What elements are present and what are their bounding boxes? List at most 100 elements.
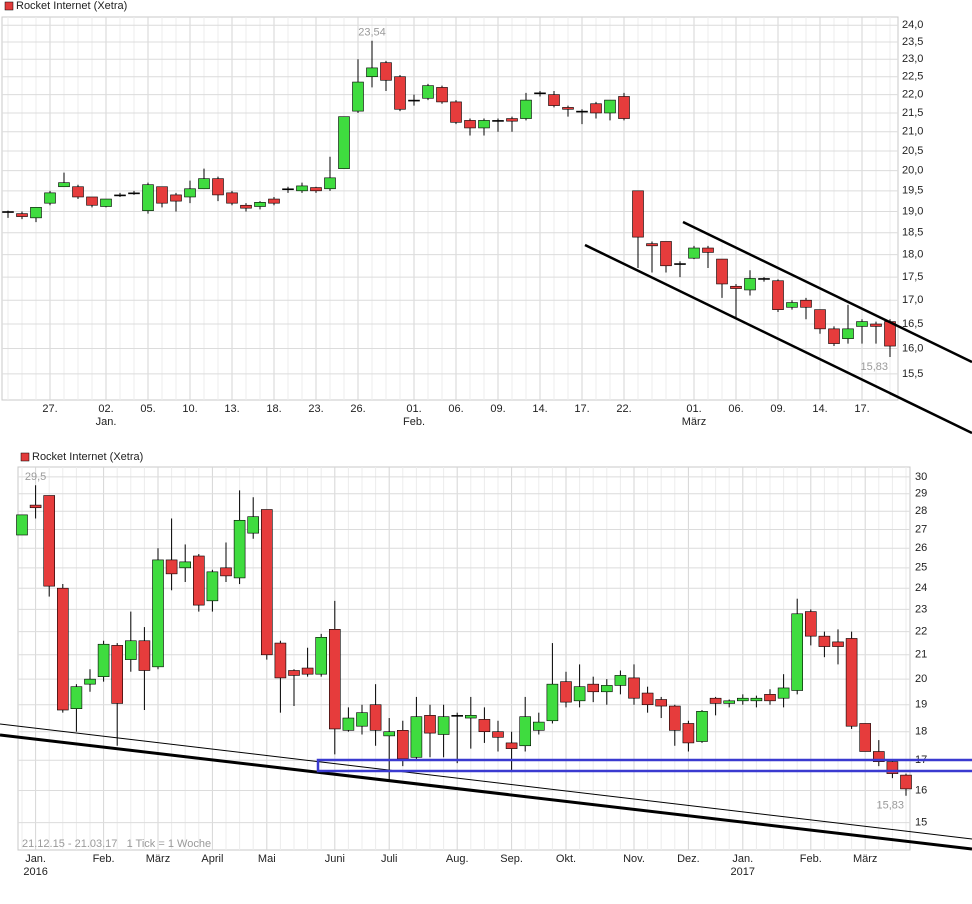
x-tick-label: Aug. (446, 853, 469, 865)
x-tick-label: Feb. (93, 853, 115, 865)
candle-body (764, 694, 776, 702)
candle-body (886, 761, 899, 774)
candle-body (125, 640, 137, 660)
candle-body (464, 715, 477, 719)
candle-body (548, 94, 560, 106)
y-tick-label: 20,0 (902, 165, 923, 177)
candle-body (301, 667, 314, 675)
x-tick-label: April (201, 853, 223, 865)
candle-body (716, 258, 728, 285)
legend-swatch (20, 452, 30, 462)
candle-body (641, 692, 654, 706)
y-tick-label: 22,5 (902, 71, 923, 83)
candle-body (16, 213, 28, 217)
candle-body (534, 92, 546, 95)
x-tick-label: 17. (574, 403, 589, 415)
candle-body (587, 683, 600, 693)
candle-body (56, 587, 69, 711)
x-tick-label: Nov. (623, 853, 645, 865)
price-annotation: 23,54 (358, 27, 386, 39)
candle-body (492, 731, 504, 738)
x-tick-sublabel: März (682, 416, 706, 428)
candle-body (410, 716, 423, 758)
candle-body (366, 67, 378, 78)
candle-body (296, 185, 308, 192)
y-tick-label: 30 (915, 471, 927, 483)
candle-body (786, 302, 798, 308)
x-tick-label: 18. (266, 403, 281, 415)
candle-body (394, 76, 406, 110)
candle-body (212, 178, 224, 196)
candle-body (646, 243, 658, 247)
candle-body (576, 110, 588, 113)
candle-body (342, 717, 355, 731)
candle-body (310, 187, 322, 192)
candle-body (900, 774, 912, 790)
y-tick-label: 28 (915, 505, 927, 517)
candle-body (206, 571, 219, 602)
x-tick-label: 14. (532, 403, 547, 415)
candle-body (369, 704, 382, 731)
y-tick-label: 16 (915, 784, 927, 796)
x-tick-label: Jan. (732, 853, 753, 865)
candle-body (758, 278, 770, 280)
x-tick-label: Mai (258, 853, 276, 865)
x-tick-sublabel: 2016 (23, 866, 47, 878)
y-tick-label: 24 (915, 582, 927, 594)
legend-swatch (4, 1, 14, 11)
candle-body (156, 186, 168, 204)
candle-body (142, 184, 154, 211)
candle-body (84, 678, 96, 685)
trend-line (682, 220, 972, 364)
x-tick-label: 22. (616, 403, 631, 415)
candle-body (702, 247, 714, 253)
x-tick-label: 23. (308, 403, 323, 415)
candle-body (44, 192, 56, 204)
x-tick-label: 05. (140, 403, 155, 415)
candle-body (744, 278, 756, 291)
candle-body (696, 711, 708, 742)
candle-body (288, 670, 300, 676)
chart-note: 21.12.15 - 21.03.17 1 Tick = 1 Woche (22, 838, 211, 850)
y-tick-label: 21,0 (902, 126, 923, 138)
x-tick-label: 06. (448, 403, 463, 415)
candle-body (198, 178, 210, 190)
x-tick-sublabel: Feb. (403, 416, 425, 428)
candle-body (165, 559, 178, 575)
x-tick-label: 26. (350, 403, 365, 415)
candle-body (628, 677, 640, 699)
candle-body (818, 635, 831, 647)
y-tick-label: 15 (915, 817, 927, 829)
y-tick-label: 23,0 (902, 53, 923, 65)
candle-body (750, 697, 763, 702)
x-tick-label: Okt. (556, 853, 576, 865)
x-tick-label: Dez. (677, 853, 700, 865)
y-tick-label: 29 (915, 488, 927, 500)
candle-body (688, 247, 700, 259)
candle-body (519, 716, 532, 747)
y-tick-label: 16,5 (902, 318, 923, 330)
x-tick-label: 10. (182, 403, 197, 415)
candle-body (72, 186, 84, 198)
candle-body (800, 299, 812, 308)
candle-body (240, 204, 252, 209)
candle-body (383, 731, 396, 737)
y-tick-label: 19,5 (902, 185, 923, 197)
candle-body (682, 723, 695, 744)
candle-body (30, 207, 42, 219)
x-tick-label: Juni (325, 853, 345, 865)
candle-body (772, 280, 784, 310)
x-tick-label: 06. (728, 403, 743, 415)
candle-body (268, 198, 280, 204)
candle-body (618, 96, 630, 119)
candle-body (506, 118, 518, 122)
candle-body (380, 62, 392, 81)
candle-body (58, 182, 70, 188)
candle-body (478, 719, 491, 733)
candle-body (16, 514, 28, 536)
candle-body (437, 716, 450, 735)
candle-body (2, 211, 14, 213)
candle-body (184, 188, 196, 198)
y-tick-label: 21,5 (902, 107, 923, 119)
